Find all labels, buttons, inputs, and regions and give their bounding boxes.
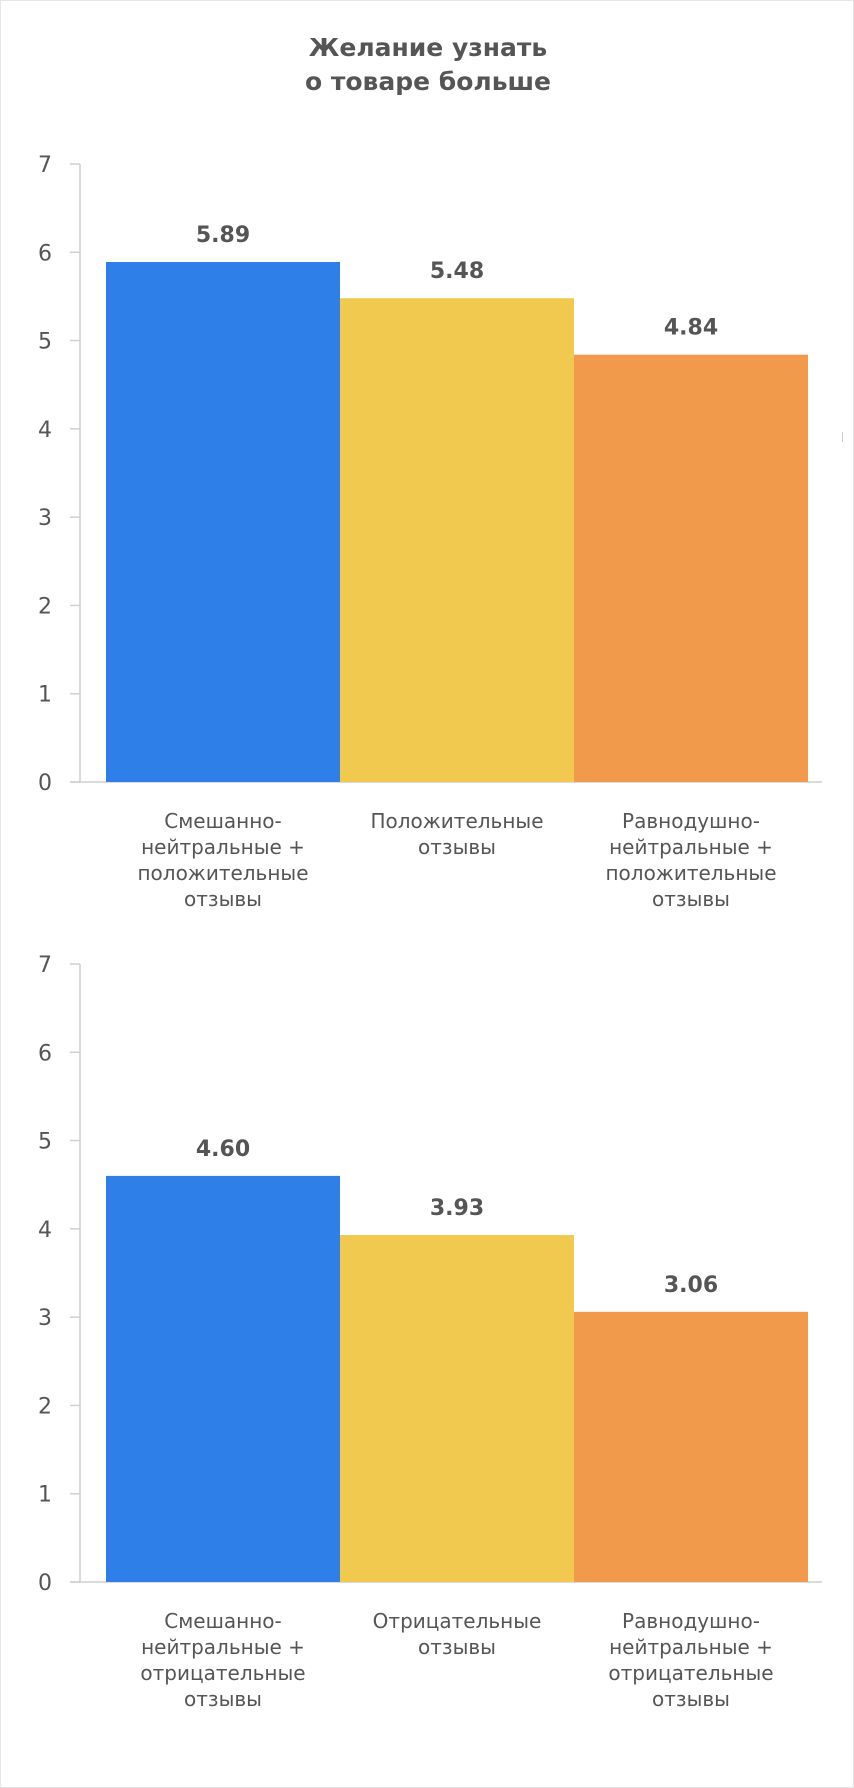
y-tick-label: 3 bbox=[38, 506, 52, 531]
category-label-line: нейтральные + bbox=[609, 1635, 773, 1659]
y-tick-label: 0 bbox=[38, 1571, 52, 1596]
value-label: 5.48 bbox=[430, 259, 484, 284]
category-label-line: отрицательные bbox=[140, 1661, 305, 1685]
y-tick-label: 4 bbox=[38, 1218, 52, 1243]
chart-title-line-1: Желание узнать bbox=[308, 33, 548, 62]
y-tick-label: 2 bbox=[38, 1394, 52, 1419]
y-tick-label: 3 bbox=[38, 1306, 52, 1331]
bar bbox=[106, 1175, 340, 1582]
category-label-line: нейтральные + bbox=[141, 1635, 305, 1659]
bar bbox=[574, 354, 808, 782]
edge-tick-mark bbox=[842, 432, 843, 442]
category-label-line: отзывы bbox=[184, 1687, 262, 1711]
y-tick-label: 6 bbox=[38, 241, 52, 266]
bar bbox=[106, 261, 340, 782]
y-tick-label: 5 bbox=[38, 1130, 52, 1155]
category-label-line: Равнодушно- bbox=[622, 809, 760, 833]
category-label: Равнодушно-нейтральные + положительные отз… bbox=[605, 809, 776, 911]
category-label: Смешанно-нейтральные + положительные отзыв… bbox=[137, 809, 308, 911]
value-label: 4.60 bbox=[196, 1137, 250, 1162]
category-label-line: Положительные bbox=[370, 809, 543, 833]
chart-title: Желание узнать о товаре больше bbox=[1, 31, 854, 99]
category-label-line: отзывы bbox=[652, 887, 730, 911]
value-label: 3.93 bbox=[430, 1196, 484, 1221]
category-label: Положительные отзывы bbox=[370, 809, 543, 859]
y-tick-label: 7 bbox=[38, 153, 52, 178]
y-tick-label: 4 bbox=[38, 418, 52, 443]
y-tick-label: 1 bbox=[38, 1483, 52, 1508]
y-tick-label: 5 bbox=[38, 330, 52, 355]
category-label-line: отрицательные bbox=[608, 1661, 773, 1685]
chart-title-line-2: о товаре больше bbox=[304, 67, 552, 96]
category-label-line: положительные bbox=[137, 861, 308, 885]
y-tick-label: 2 bbox=[38, 594, 52, 619]
bar bbox=[340, 1235, 574, 1582]
value-label: 3.06 bbox=[664, 1273, 718, 1298]
category-label-line: Отрицательные bbox=[373, 1609, 542, 1633]
y-tick-label: 0 bbox=[38, 771, 52, 796]
value-label: 4.84 bbox=[664, 316, 718, 341]
y-tick-label: 1 bbox=[38, 683, 52, 708]
category-label-line: отзывы bbox=[652, 1687, 730, 1711]
category-label: Смешанно-нейтральные + отрицательные отзыв… bbox=[140, 1609, 305, 1711]
bar bbox=[574, 1311, 808, 1582]
category-label-line: нейтральные + bbox=[141, 835, 305, 859]
category-label-line: нейтральные + bbox=[609, 835, 773, 859]
y-tick-label: 6 bbox=[38, 1041, 52, 1066]
category-label-line: Равнодушно- bbox=[622, 1609, 760, 1633]
bar bbox=[340, 298, 574, 782]
category-label-line: отзывы bbox=[418, 835, 496, 859]
category-label-line: Смешанно- bbox=[164, 1609, 282, 1633]
category-label-line: положительные bbox=[605, 861, 776, 885]
category-label-line: отзывы bbox=[184, 887, 262, 911]
category-label: Отрицательные отзывы bbox=[373, 1609, 542, 1659]
category-label-line: Смешанно- bbox=[164, 809, 282, 833]
category-label: Равнодушно-нейтральные + отрицательные отз… bbox=[608, 1609, 773, 1711]
y-tick-label: 7 bbox=[38, 953, 52, 978]
category-label-line: отзывы bbox=[418, 1635, 496, 1659]
value-label: 5.89 bbox=[196, 223, 250, 248]
